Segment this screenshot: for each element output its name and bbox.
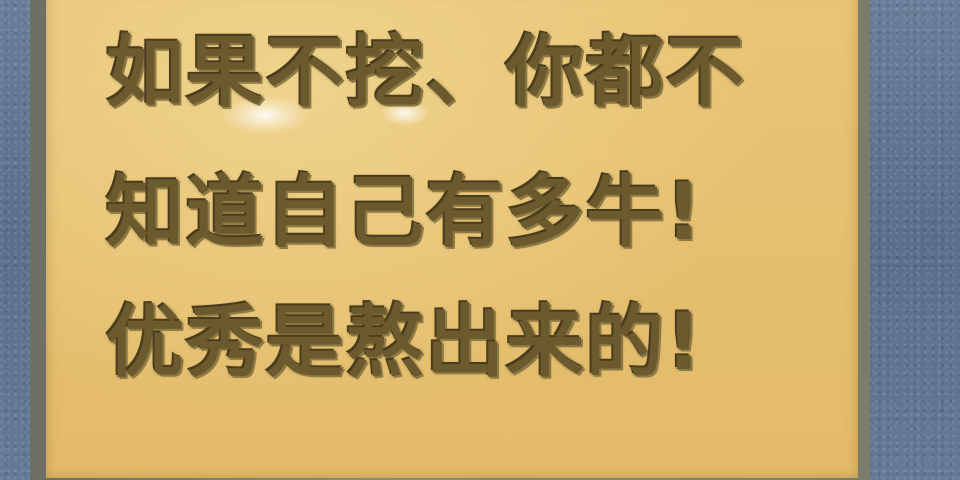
sign-line-1: 如果不挖、你都不	[106, 28, 747, 118]
sign-line-2: 知道自己有多牛!	[106, 168, 704, 258]
motivational-sign	[46, 0, 858, 478]
sign-line-3: 优秀是熬出来的!	[106, 298, 704, 388]
light-reflection	[220, 95, 310, 135]
light-reflection-small	[380, 100, 430, 126]
